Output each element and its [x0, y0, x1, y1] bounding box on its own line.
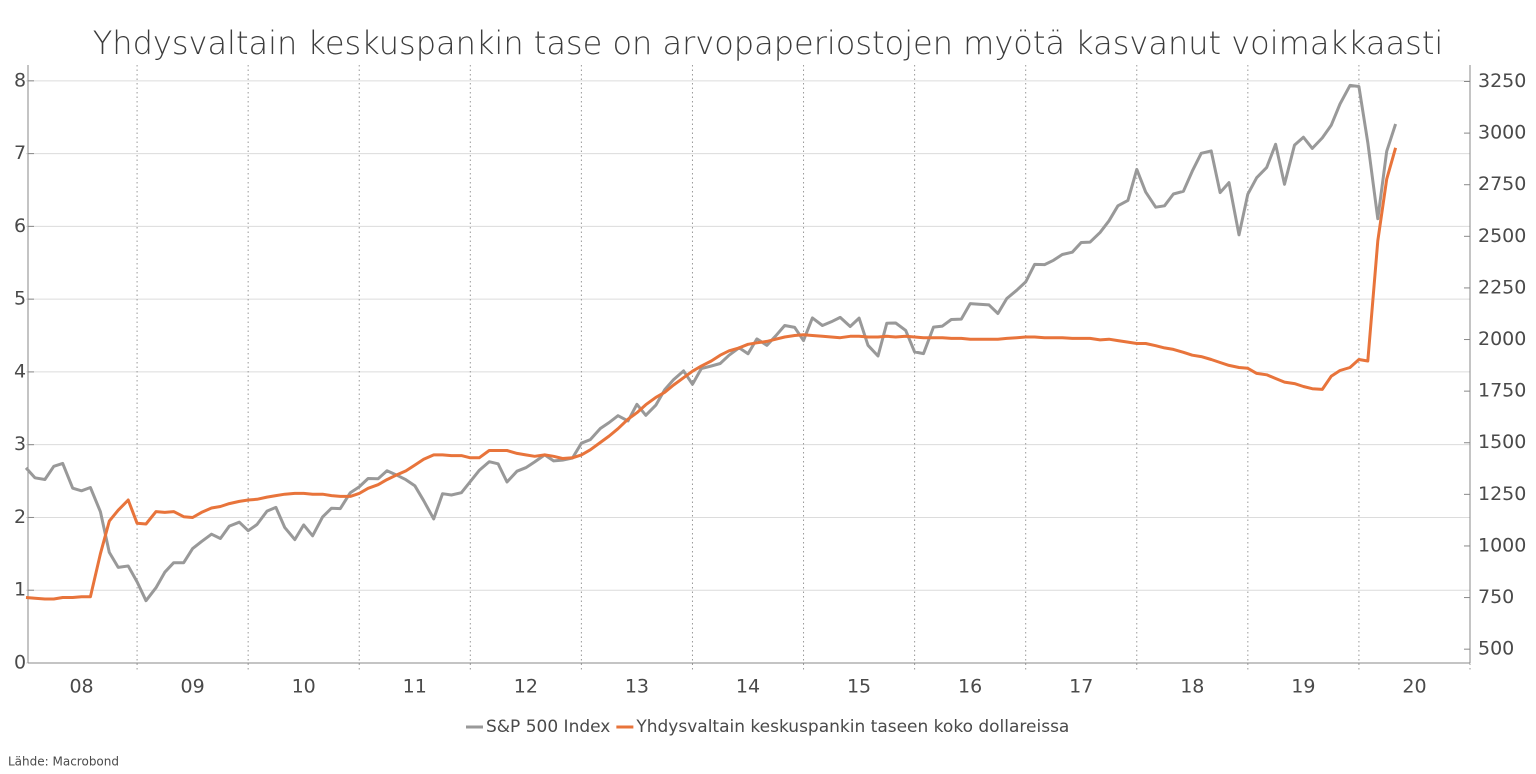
y2-tick-label: 750 [1478, 586, 1514, 608]
series-line [25, 147, 1398, 601]
y-tick-label: 1 [14, 579, 26, 601]
x-tick-label: 15 [847, 676, 871, 698]
y2-tick-label: 1750 [1478, 380, 1526, 402]
y2-tick-label: 2000 [1478, 328, 1526, 350]
y-tick-label: 6 [14, 215, 26, 237]
y2-tick-label: 1500 [1478, 431, 1526, 453]
y2-tick-label: 2250 [1478, 276, 1526, 298]
y2-tick-label: 2500 [1478, 225, 1526, 247]
x-tick-label: 20 [1402, 676, 1426, 698]
x-tick-label: 18 [1180, 676, 1204, 698]
y2-tick-label: 1250 [1478, 483, 1526, 505]
x-tick-label: 19 [1291, 676, 1315, 698]
series-line [24, 83, 1398, 603]
y2-tick-label: 1000 [1478, 534, 1526, 556]
y-tick-label: 3 [14, 433, 26, 455]
x-tick-label: 14 [736, 676, 760, 698]
y-tick-label: 0 [14, 652, 26, 674]
y2-tick-label: 2750 [1478, 173, 1526, 195]
legend-label: S&P 500 Index [486, 717, 610, 737]
y-tick-label: 4 [14, 360, 26, 382]
chart-title: Yhdysvaltain keskuspankin tase on arvopa… [93, 24, 1444, 62]
y2-tick-label: 500 [1478, 638, 1514, 660]
y2-tick-label: 3250 [1478, 70, 1526, 92]
x-tick-label: 11 [403, 676, 427, 698]
y-tick-label: 8 [14, 69, 26, 91]
source: Lähde: Macrobond [8, 755, 119, 769]
y2-tick-label: 3000 [1478, 122, 1526, 144]
x-tick-label: 13 [625, 676, 649, 698]
y-tick-label: 7 [14, 142, 26, 164]
x-tick-label: 16 [958, 676, 982, 698]
x-tick-label: 17 [1069, 676, 1093, 698]
y-tick-label: 5 [14, 288, 26, 310]
y-tick-label: 2 [14, 506, 26, 528]
legend-label: Yhdysvaltain keskuspankin taseen koko do… [635, 717, 1069, 737]
x-tick-label: 12 [514, 676, 538, 698]
x-tick-label: 10 [292, 676, 316, 698]
x-tick-label: 08 [69, 676, 93, 698]
x-tick-label: 09 [181, 676, 205, 698]
